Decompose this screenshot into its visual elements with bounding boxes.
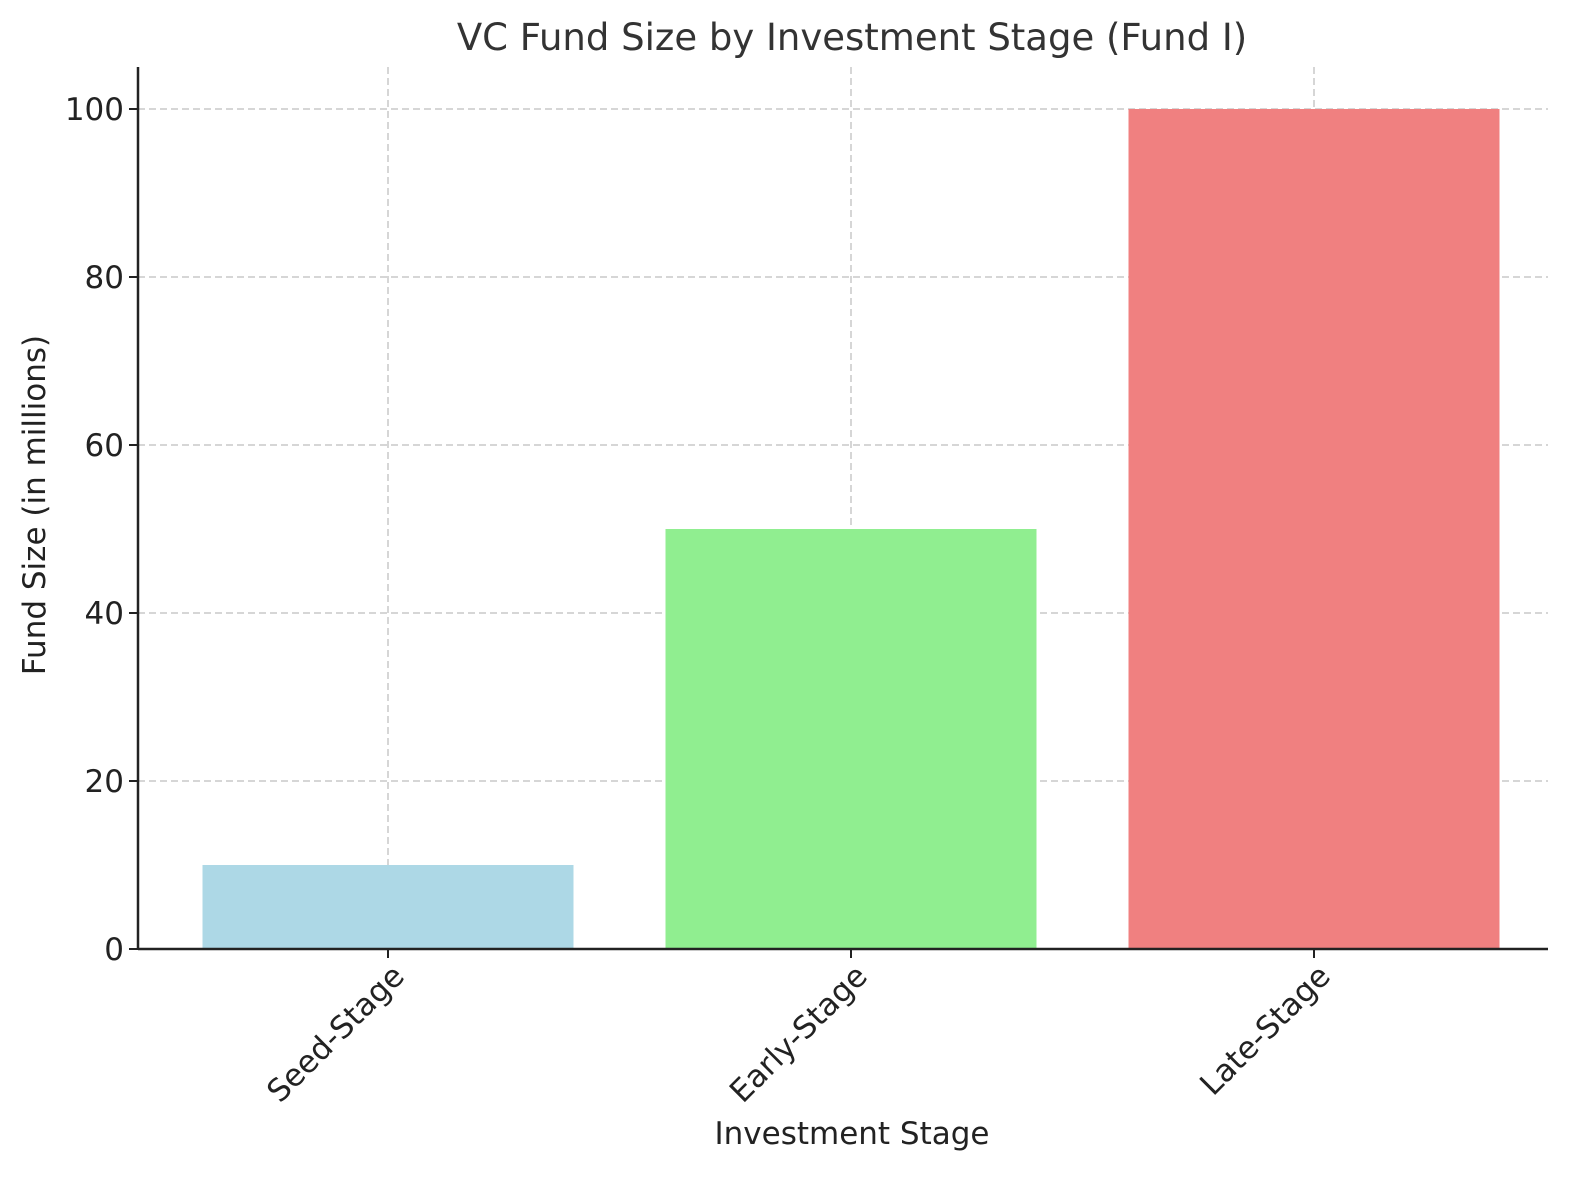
axis-layer [129, 67, 1548, 958]
x-axis-title: Investment Stage [714, 1116, 989, 1152]
bar [665, 529, 1037, 949]
x-tick-label: Early-Stage [723, 958, 875, 1110]
y-axis-title: Fund Size (in millions) [17, 335, 53, 675]
y-tick-label: 100 [65, 92, 124, 128]
y-tick-label: 80 [85, 260, 124, 296]
y-tick-label: 40 [85, 596, 124, 632]
y-tick-label: 60 [85, 428, 124, 464]
x-tick-label: Seed-Stage [260, 958, 412, 1110]
chart-title: VC Fund Size by Investment Stage (Fund I… [457, 16, 1247, 59]
y-tick-label: 0 [104, 932, 124, 968]
bar [202, 865, 574, 949]
x-tick-label: Late-Stage [1193, 958, 1337, 1102]
y-tick-label: 20 [85, 764, 124, 800]
bar-layer [202, 109, 1500, 949]
bar [1128, 109, 1500, 949]
